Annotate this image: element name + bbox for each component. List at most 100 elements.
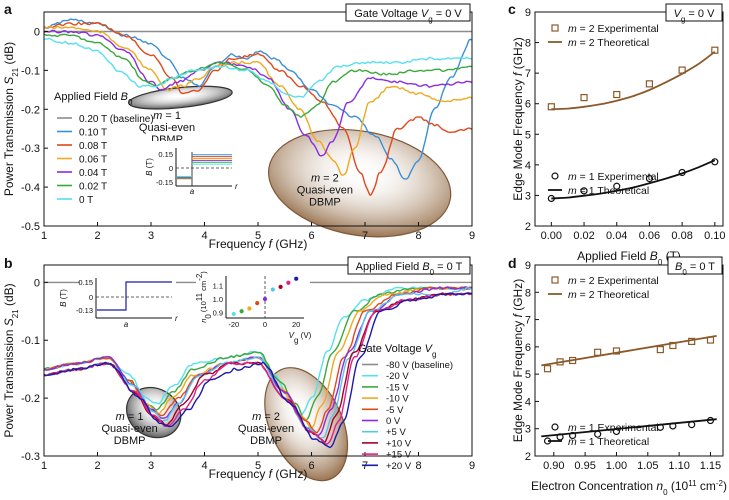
panel-c-ytick-label: 3 [525,190,531,202]
panel-a-legend-label-2: 0.08 T [79,141,107,152]
panel-b-legend-title: Gate Voltage Vg [358,343,436,359]
panel-c-axes [534,11,724,227]
panel-d-legend-1-label: m = 2 Theoretical [568,289,649,301]
panel-a-xtick-label: 4 [201,230,207,242]
panel-b-inset-density-xtick-label: -20 [228,320,239,329]
panel-b-inset-density-ytick-label: 1.1 [213,281,223,290]
panel-d-title: B0 = 0 T [675,261,715,277]
panel-b-title: Applied Field B0 = 0 T [356,261,463,277]
panel-a-xtick-label: 6 [308,230,314,242]
panel-c-series-2-point [613,182,621,190]
panel-d-ylabel: Edge Mode Frequency f (GHz) [511,279,525,442]
panel-b-legend-label-1: -20 V [386,371,409,382]
panel-b-inset-field-ylabel: B (T) [59,289,68,307]
panel-b-ylabel: Power Transmission S21 (dB) [2,283,20,437]
panel-c-ylabel: Edge Mode Frequency f (GHz) [511,37,525,200]
panel-d-xtick-label: 1.05 [637,460,658,472]
panel-d-ytick-label: 7 [525,315,531,327]
panel-a-title: Gate Voltage Vg = 0 V [354,8,462,24]
panel-a-series-5 [43,33,473,118]
panel-b-inset-density-point-8 [294,276,299,281]
panel-b-inset-density-point-0 [231,311,236,317]
panel-a-legend-label-6: 0 T [79,195,93,206]
panel-a-annotation-m1-label-type: Quasi-even [139,122,195,134]
panel-b-ytick-label: 0 [34,277,40,289]
panel-d-xlabel: Electron Concentration n0 (1011 cm-2) [531,479,727,497]
panel-a-xtick-label: 7 [362,230,368,242]
panel-b-ytick-label: -0.3 [21,451,40,463]
panel-b-legend-label-3: -10 V [386,394,409,405]
panel-a-xtick-label: 1 [41,230,47,242]
panel-b-inset-field-profile [97,281,172,311]
panel-c-series-3 [551,159,716,200]
panel-b-legend-label-4: -5 V [386,405,404,416]
panel-d-ytick-label: 4 [525,396,531,408]
panel-a-inset-ytick-label: -0.15 [156,178,173,187]
panel-b-xtick-label: 2 [94,460,100,472]
panel-d-ytick-label: 2 [525,451,531,463]
panel-c-ytick-label: 6 [525,99,531,111]
panel-a-ytick-label: -0.3 [21,143,40,155]
panel-d-legend-0-swatch [551,276,559,284]
panel-b-xtick-label: 6 [308,460,314,472]
panel-b-inset-density-xlabel: Vg (V) [289,331,312,345]
panel-b-inset-field: 0.15 0 -0.13 B (T) a r [59,272,178,329]
panel-d-ytick-label: 3 [525,424,531,436]
panel-d-ytick-label: 8 [525,287,531,299]
panel-c-xtick-label: 0.10 [704,230,725,242]
panel-b-xtick-label: 4 [201,460,207,472]
panel-b-annotation-m2-label-dbmp: DBMP [250,435,282,447]
panel-a-annotation-m2-label-dbmp: DBMP [309,196,341,208]
panel-d-legend-0-label: m = 2 Experimental [568,275,659,287]
panel-d-xtick-label: 1.15 [700,460,721,472]
panel-a-series-2 [43,21,473,196]
panel-d-axes [534,264,724,457]
panel-c-series-1 [551,50,716,111]
panel-b-legend-label-8: +15 V [386,450,412,461]
panel-c-ytick-label: 5 [525,129,531,141]
panel-c-legend-0-swatch [551,24,559,32]
panel-a-ytick-label: -0.2 [21,104,40,116]
panel-d-ytick-label: 6 [525,342,531,354]
panel-letter-a: a [4,1,12,17]
panel-a-xtick-label: 2 [94,230,100,242]
panel-d-xtick-label: 1.10 [668,460,689,472]
panel-a-xtick-label: 9 [469,230,475,242]
panel-b-ytick-label: -0.2 [21,393,40,405]
panel-a-xlabel: Frequency f (GHz) [209,237,308,251]
panel-b-inset-density-xtick-label: 0 [263,320,267,329]
panel-d-legend-2-label: m = 1 Experimental [568,422,659,434]
panel-c-series-0-point [711,46,719,54]
panel-c-xlabel: Applied Field B0 (T) [577,249,681,267]
panel-b-inset-field-xlabel: r [175,314,178,323]
panel-a-inset: 0.15 0 -0.15B (T) a r [145,141,244,199]
panel-d-ytick-label: 5 [525,369,531,381]
panel-a-annotation-m2-label-mode: m = 2 [311,172,339,184]
panel-b-legend-label-2: -15 V [386,382,409,393]
panel-c-legend-2-swatch [551,172,559,180]
panel-c-ytick-label: 2 [525,221,531,233]
panel-b-inset-density-point-7 [286,280,291,285]
panel-c-xtick-label: 0.08 [671,230,692,242]
panel-b-inset-density-ytick-label: 0.9 [213,309,223,318]
panel-b-legend-label-0: -80 V (baseline) [386,360,453,371]
panel-d-series-0-point [612,347,621,355]
panel-d-ytick-label: 9 [525,260,531,272]
panel-a-legend-label-4: 0.04 T [79,168,107,179]
panel-b-inset-density-point-5 [270,287,275,292]
panel-c-series-2-point [580,187,588,195]
panel-b-legend-label-6: +5 V [386,427,406,438]
panel-b-inset-density-ylabel: n0 (1011 cm-2) [195,271,213,323]
panel-c-legend-0-label: m = 2 Experimental [568,23,659,35]
panel-c-series-0-point [613,90,621,99]
panel-b-inset-density-point-1 [239,309,244,314]
panel-b-annotation-m1-label-type: Quasi-even [101,423,157,435]
panel-c-series-0-point [645,80,654,88]
panel-a-xtick-label: 3 [148,230,154,242]
panel-b-inset-field-ytick-label: -0.13 [76,306,93,315]
panel-a-xtick-label: 5 [255,230,261,242]
panel-b-legend-label-5: 0 V [386,416,401,427]
panel-b-inset-density: -20 0 20 1.1 1.0 0.9n0 (1011 cm-2) Vg (V) [195,270,312,345]
panel-b-inset-density-point-4 [262,296,268,302]
panel-d-series-1 [541,335,717,367]
